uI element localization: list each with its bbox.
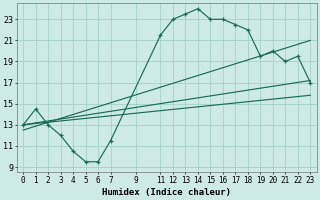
X-axis label: Humidex (Indice chaleur): Humidex (Indice chaleur) [102,188,231,197]
